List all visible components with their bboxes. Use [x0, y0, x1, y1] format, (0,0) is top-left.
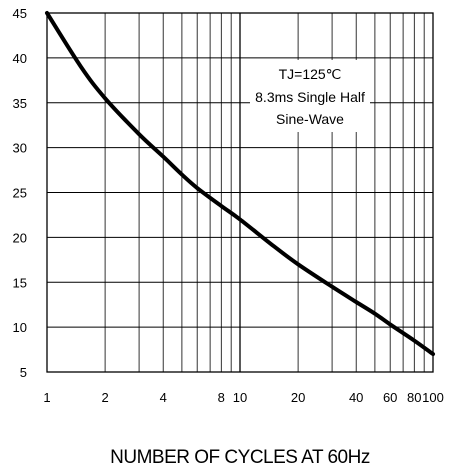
x-axis-label: NUMBER OF CYCLES AT 60Hz [110, 447, 370, 468]
annotation-line-3: Sine-Wave [276, 111, 344, 127]
x-tick-label: 80 [407, 390, 421, 405]
x-tick-label: 10 [233, 390, 247, 405]
annotation-background [250, 60, 370, 132]
x-tick-label: 1 [43, 390, 50, 405]
x-tick-label: 4 [160, 390, 167, 405]
y-tick-label: 15 [13, 275, 27, 290]
annotation-line-2: 8.3ms Single Half [255, 89, 365, 105]
annotation-line-1: TJ=125℃ [279, 66, 342, 82]
x-tick-label: 8 [218, 390, 225, 405]
y-tick-label: 45 [13, 6, 27, 21]
annotation-box: TJ=125℃ 8.3ms Single Half Sine-Wave [250, 60, 370, 132]
x-tick-label: 40 [349, 390, 363, 405]
x-tick-labels: 1 2 4 8 10 20 40 60 80 100 [43, 390, 443, 405]
plot-frame [46, 12, 434, 373]
grid [47, 13, 433, 372]
y-tick-label: 25 [13, 186, 27, 201]
x-tick-label: 20 [291, 390, 305, 405]
x-tick-label: 2 [101, 390, 108, 405]
series-line [45, 11, 435, 357]
y-tick-label: 5 [20, 365, 27, 380]
y-tick-label: 35 [13, 96, 27, 111]
y-tick-labels: 5 10 15 20 25 30 35 40 45 [13, 6, 27, 380]
y-tick-label: 30 [13, 141, 27, 156]
y-tick-label: 10 [13, 320, 27, 335]
y-tick-label: 40 [13, 51, 27, 66]
y-tick-label: 20 [13, 230, 27, 245]
x-tick-label: 100 [422, 390, 444, 405]
x-tick-label: 60 [383, 390, 397, 405]
